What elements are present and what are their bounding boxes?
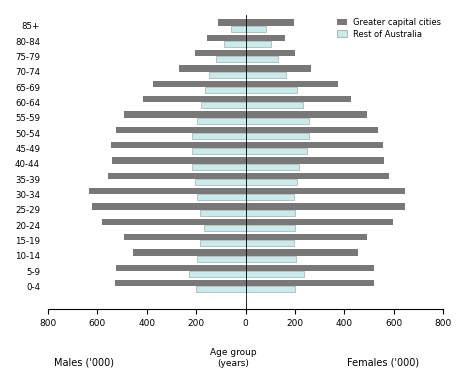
Bar [246, 256, 296, 261]
Bar [204, 225, 246, 231]
Bar [92, 203, 246, 210]
Bar [246, 103, 303, 108]
Bar [102, 219, 246, 225]
Bar [246, 280, 374, 286]
Bar [111, 142, 246, 148]
Bar [231, 26, 246, 32]
Text: Age group
(years): Age group (years) [210, 348, 257, 367]
Bar [246, 72, 286, 78]
Bar [224, 41, 246, 47]
Bar [114, 280, 246, 286]
Bar [246, 19, 294, 26]
Bar [246, 219, 393, 225]
Bar [246, 65, 311, 72]
Bar [205, 87, 246, 93]
Bar [196, 286, 246, 292]
Bar [246, 203, 405, 210]
Bar [207, 35, 246, 41]
Bar [179, 65, 246, 72]
Bar [209, 72, 246, 78]
Bar [246, 127, 378, 133]
Bar [108, 173, 246, 179]
Bar [246, 179, 297, 185]
Bar [246, 249, 358, 256]
Bar [116, 127, 246, 133]
Bar [200, 241, 246, 246]
Bar [200, 210, 246, 216]
Bar [116, 265, 246, 271]
Bar [219, 19, 246, 26]
Bar [246, 265, 374, 271]
Bar [246, 188, 405, 194]
Bar [195, 179, 246, 185]
Bar [246, 56, 278, 62]
Bar [246, 225, 295, 231]
Bar [246, 194, 294, 200]
Bar [153, 81, 246, 87]
Bar [133, 249, 246, 256]
Bar [112, 157, 246, 164]
Bar [195, 50, 246, 56]
Bar [246, 271, 304, 277]
Bar [246, 210, 295, 216]
Bar [246, 87, 297, 93]
Bar [198, 194, 246, 200]
Bar [89, 188, 246, 194]
Bar [246, 164, 299, 170]
Bar [246, 173, 389, 179]
Bar [246, 157, 384, 164]
Bar [198, 118, 246, 123]
Bar [246, 241, 294, 246]
Bar [246, 111, 367, 118]
Bar [124, 111, 246, 118]
Bar [246, 148, 307, 154]
Bar [246, 26, 266, 32]
Bar [246, 118, 309, 123]
Bar [192, 133, 246, 139]
Text: Females ('000): Females ('000) [347, 358, 419, 367]
Bar [246, 142, 383, 148]
Bar [201, 103, 246, 108]
Bar [246, 286, 295, 292]
Bar [246, 96, 351, 103]
Bar [246, 41, 271, 47]
Bar [192, 164, 246, 170]
Bar [246, 35, 284, 41]
Bar [192, 148, 246, 154]
Bar [246, 133, 309, 139]
Bar [246, 50, 295, 56]
Bar [189, 271, 246, 277]
Text: Males ('000): Males ('000) [54, 358, 114, 367]
Bar [246, 234, 367, 241]
Bar [198, 256, 246, 261]
Bar [216, 56, 246, 62]
Bar [124, 234, 246, 241]
Bar [246, 81, 338, 87]
Bar [143, 96, 246, 103]
Legend: Greater capital cities, Rest of Australia: Greater capital cities, Rest of Australi… [335, 16, 443, 41]
